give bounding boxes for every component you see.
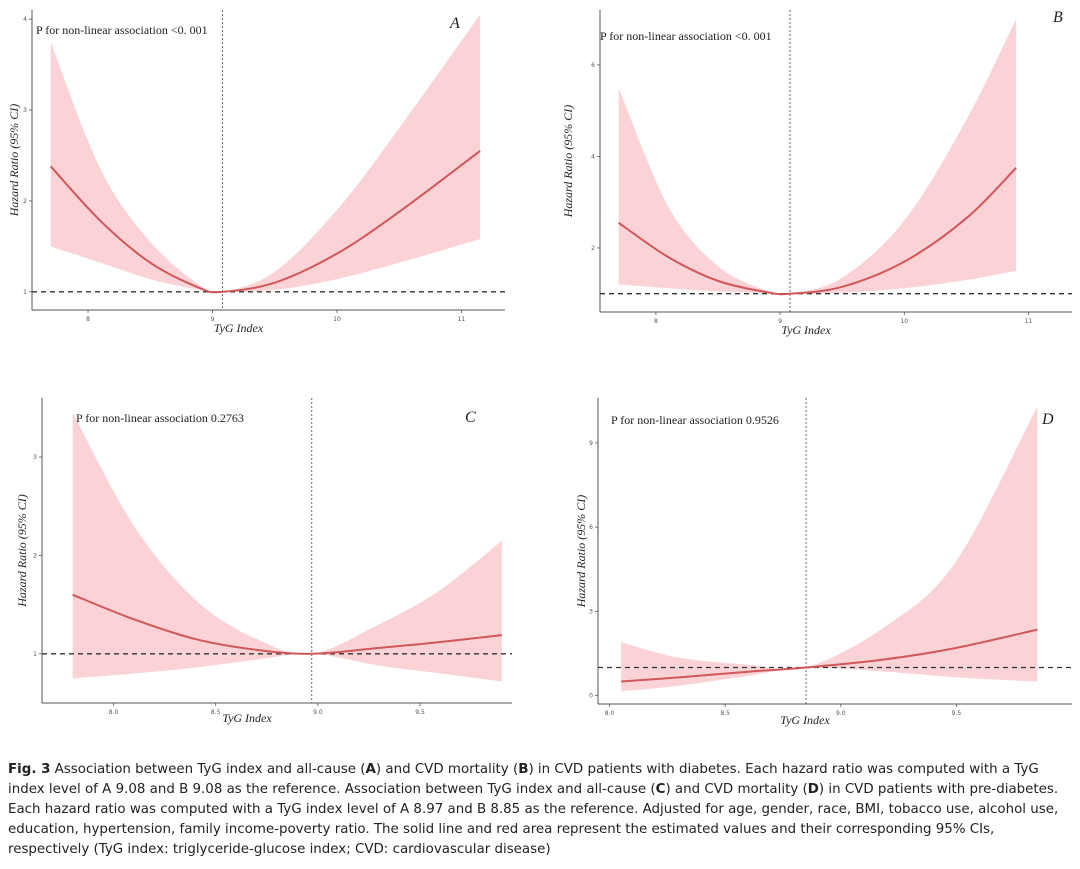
y-tick-label: 2 (591, 245, 595, 252)
x-tick-label: 9.0 (836, 710, 846, 717)
caption-text-5: ) in CVD patients with pre-diabetes. Eac… (8, 782, 1059, 857)
estimate-line (49, 150, 481, 294)
x-axis-title: TyG Index (780, 713, 830, 727)
y-tick-label: 1 (23, 289, 27, 296)
x-tick-label: 8.0 (605, 710, 615, 717)
caption-label: Fig. 3 (8, 762, 51, 777)
y-tick-label: 9 (589, 440, 593, 447)
figure-3: 8 9 10 11 1 2 3 4 P for non-linear association <… (7, 9, 1072, 727)
x-axis-title: TyG Index (222, 711, 272, 725)
x-tick-label: 9 (778, 318, 782, 325)
p-value-annotation: P for non-linear association 0.2763 (76, 411, 244, 425)
ci-band (621, 406, 1038, 692)
y-axis-title: Hazard Ratio (95% CI) (7, 104, 21, 218)
ci-band (72, 412, 502, 682)
y-axis-title: Hazard Ratio (95% CI) (574, 495, 588, 609)
y-axis-title: Hazard Ratio (95% CI) (15, 494, 29, 608)
x-tick-label: 9 (211, 316, 215, 323)
y-tick-label: 2 (23, 198, 27, 205)
panel-letter: D (1041, 411, 1054, 428)
panel-c: 8.0 8.5 9.0 9.5 1 2 3 P for non-linear associat… (15, 398, 512, 725)
x-tick-label: 10 (900, 318, 908, 325)
x-tick-label: 10 (333, 316, 341, 323)
caption-text-1: Association between TyG index and all-ca… (50, 762, 366, 777)
x-tick-label: 9.5 (952, 710, 962, 717)
panel-b: 8 9 10 11 2 4 6 P for non-linear association <0… (561, 9, 1072, 337)
estimate-line (618, 167, 1017, 296)
x-tick-label: 9.0 (313, 709, 323, 716)
caption-bold-b: B (518, 762, 529, 777)
panel-d: 8.0 8.5 9.0 9.5 0 3 6 9 P for non-linear associa… (574, 398, 1072, 727)
y-axis-title: Hazard Ratio (95% CI) (561, 105, 575, 219)
p-value-annotation: P for non-linear association 0.9526 (611, 413, 779, 427)
x-axis-title: TyG Index (214, 321, 264, 335)
caption-text-4: ) and CVD mortality ( (665, 782, 808, 797)
y-tick-label: 0 (589, 693, 593, 700)
y-tick-label: 6 (589, 524, 593, 531)
p-value-annotation: P for non-linear association <0. 001 (600, 29, 772, 43)
x-axis-title: TyG Index (781, 323, 831, 337)
y-tick-label: 4 (591, 153, 595, 160)
caption-bold-a: A (365, 762, 376, 777)
x-tick-label: 8.5 (720, 710, 730, 717)
x-tick-label: 8.0 (109, 709, 119, 716)
figure-caption: Fig. 3 Association between TyG index and… (8, 760, 1072, 860)
x-tick-label: 8 (654, 318, 658, 325)
y-tick-label: 6 (591, 62, 595, 69)
y-tick-label: 4 (23, 16, 27, 23)
y-tick-label: 3 (33, 454, 37, 461)
caption-text-3: ) in CVD patients with diabetes. Each ha… (8, 762, 1039, 797)
panel-letter: B (1053, 9, 1063, 26)
x-tick-label: 11 (1025, 318, 1033, 325)
ci-band (618, 19, 1017, 296)
x-tick-label: 8.5 (211, 709, 221, 716)
estimate-line (72, 593, 502, 655)
y-tick-label: 1 (33, 651, 37, 658)
y-tick-label: 2 (33, 552, 37, 559)
x-tick-label: 9.5 (415, 709, 425, 716)
ci-band (50, 14, 481, 294)
caption-bold-c: C (655, 782, 666, 797)
p-value-annotation: P for non-linear association <0. 001 (36, 23, 208, 37)
y-tick-label: 3 (589, 608, 593, 615)
panel-letter: C (465, 409, 476, 426)
estimate-line (621, 628, 1038, 683)
caption-text-2: ) and CVD mortality ( (375, 762, 519, 777)
caption-bold-d: D (807, 782, 819, 797)
x-tick-label: 8 (86, 316, 90, 323)
y-tick-label: 3 (23, 107, 27, 114)
x-tick-label: 11 (458, 316, 466, 323)
panel-letter: A (449, 15, 460, 32)
